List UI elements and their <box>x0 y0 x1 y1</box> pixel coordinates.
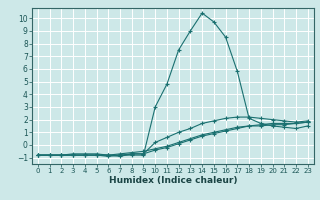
X-axis label: Humidex (Indice chaleur): Humidex (Indice chaleur) <box>108 176 237 185</box>
